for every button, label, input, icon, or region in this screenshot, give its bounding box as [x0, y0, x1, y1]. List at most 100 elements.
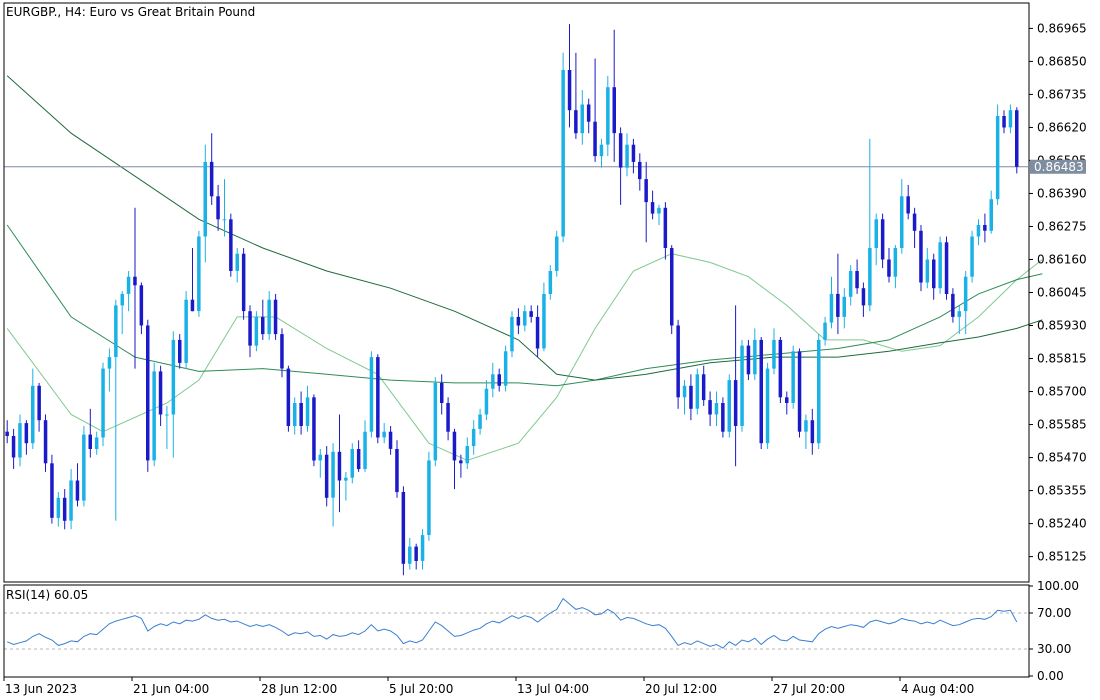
price-tick-label: 0.86620 — [1037, 120, 1087, 134]
candle — [797, 348, 802, 438]
price-tick-label: 0.86045 — [1037, 286, 1087, 300]
candle-body — [740, 345, 744, 426]
rsi-pane[interactable] — [4, 597, 1028, 650]
candle-body — [31, 385, 35, 444]
rsi-tick-label: 100.00 — [1037, 579, 1079, 593]
candle — [478, 408, 482, 435]
time-tick-label: 21 Jun 04:00 — [133, 682, 209, 696]
candle — [887, 248, 891, 283]
candle — [318, 449, 322, 478]
candle-body — [810, 420, 815, 444]
candle-body — [817, 339, 821, 444]
candle — [682, 380, 687, 415]
candle-body — [401, 492, 406, 564]
candle — [778, 337, 783, 403]
candle-body — [395, 449, 399, 493]
candle-body — [133, 276, 137, 286]
candle — [983, 213, 987, 243]
candle — [388, 426, 393, 455]
candle-body — [995, 116, 1000, 200]
time-tick-label: 13 Jun 2023 — [5, 682, 77, 696]
candle — [11, 428, 16, 469]
candles — [5, 24, 1019, 576]
candle-body — [785, 397, 789, 403]
candle-body — [868, 248, 872, 306]
candle-body — [970, 236, 974, 277]
price-pane[interactable] — [4, 24, 1043, 576]
candle-body — [932, 259, 936, 289]
candle-body — [254, 316, 259, 346]
candle-body — [331, 451, 335, 498]
candle-body — [893, 248, 898, 277]
candle — [267, 291, 271, 340]
candle — [133, 207, 137, 369]
candle — [18, 414, 22, 467]
candle-body — [216, 196, 220, 220]
candle-body — [440, 382, 444, 403]
price-tick-label: 0.85700 — [1037, 385, 1087, 399]
candle-body — [350, 449, 354, 478]
candle — [280, 328, 284, 378]
candle — [676, 319, 680, 409]
candle-body — [305, 397, 310, 426]
candle-body — [644, 179, 648, 203]
candle — [75, 463, 80, 507]
candle — [567, 24, 572, 128]
candle-body — [516, 316, 521, 326]
candle — [963, 271, 968, 335]
candle — [823, 316, 827, 346]
candle-body — [842, 296, 846, 317]
rsi-line — [7, 597, 1018, 649]
candle-body — [548, 271, 553, 294]
candle-body — [791, 351, 795, 403]
candle — [203, 144, 207, 263]
candle — [951, 288, 955, 323]
candle — [165, 405, 169, 449]
price-tick-label: 0.85930 — [1037, 319, 1087, 333]
candle-body — [836, 293, 840, 317]
candle — [465, 437, 469, 469]
candle-body — [433, 382, 438, 461]
candle-body — [855, 271, 859, 289]
candle — [842, 288, 846, 329]
candle — [369, 351, 374, 438]
candle — [580, 90, 584, 145]
candle-body — [126, 276, 131, 294]
candle-body — [369, 357, 374, 432]
candle — [126, 271, 131, 312]
candle-body — [580, 104, 584, 134]
candle-body — [912, 213, 917, 231]
candle-body — [1015, 110, 1019, 167]
candle-body — [1008, 110, 1013, 128]
candle — [248, 305, 252, 358]
candle — [363, 420, 367, 472]
candle-body — [695, 374, 700, 409]
candle-body — [273, 299, 278, 335]
candle-body — [542, 293, 546, 349]
candle-body — [804, 420, 808, 432]
candle-body — [753, 339, 757, 375]
candle — [171, 331, 176, 458]
candle-body — [874, 219, 878, 248]
rsi-tick-label: 0.00 — [1037, 669, 1064, 683]
candle-body — [152, 371, 156, 461]
candle — [944, 236, 949, 300]
candle-body — [759, 339, 763, 444]
candle-body — [11, 436, 16, 458]
candle-body — [356, 449, 361, 470]
candle-body — [465, 446, 469, 464]
candle-body — [171, 339, 176, 415]
moving-average-lines — [6, 75, 1043, 461]
candle-body — [708, 400, 712, 415]
candle — [670, 245, 674, 335]
candle — [868, 138, 872, 312]
candle — [184, 291, 188, 369]
candle — [1002, 110, 1006, 134]
candle-body — [510, 316, 514, 352]
candle-body — [797, 351, 802, 432]
candle — [222, 179, 227, 237]
time-tick-label: 28 Jun 12:00 — [261, 682, 337, 696]
candle — [874, 213, 878, 266]
candle-body — [523, 311, 527, 326]
candle-body — [388, 431, 393, 449]
